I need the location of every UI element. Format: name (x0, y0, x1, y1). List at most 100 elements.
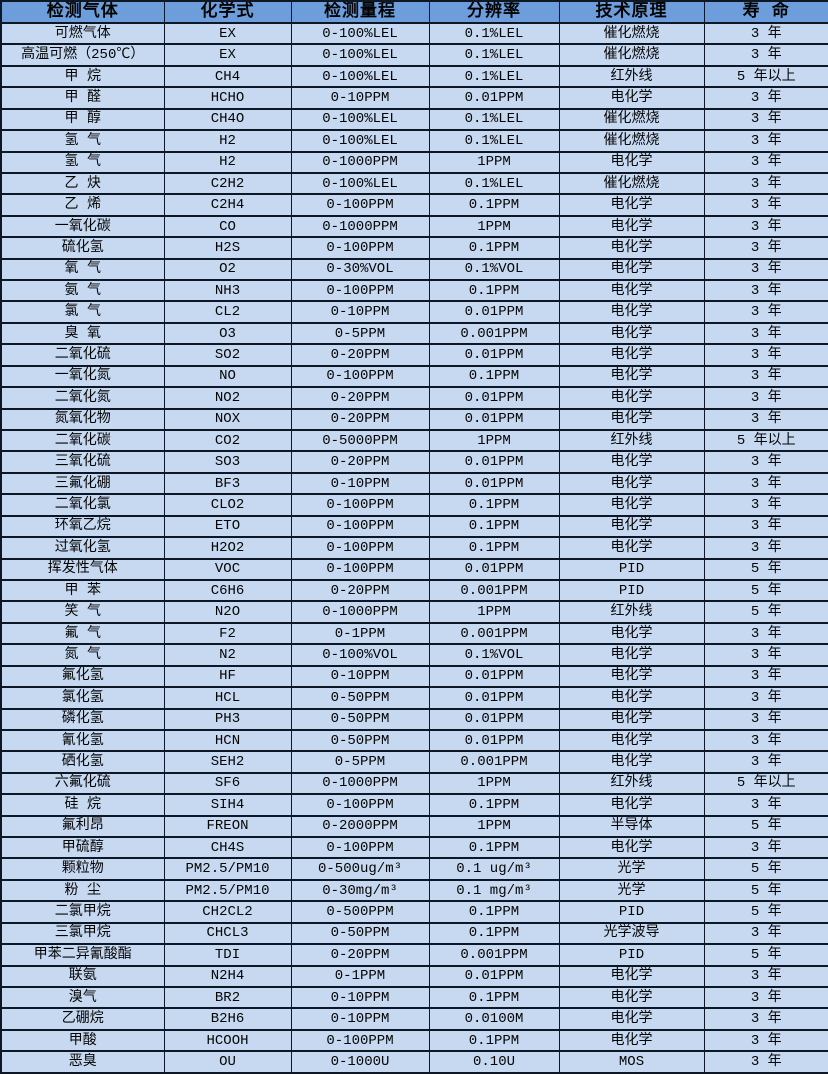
cell-gas: 二氧化硫 (0, 343, 165, 367)
cell-gas: 氯化氢 (0, 686, 165, 710)
cell-formula: HF (163, 664, 292, 689)
cell-formula: EX (163, 21, 292, 46)
table-row: 甲苯二异氰酸酯 TDI 0-20PPM 0.001PPM PID 5 年 (0, 943, 828, 967)
cell-formula: CO2 (163, 428, 292, 453)
cell-principle: 催化燃烧 (558, 21, 705, 46)
cell-lifespan: 3 年 (703, 257, 828, 282)
column-header-lifespan: 寿 命 (703, 0, 828, 24)
cell-principle: 催化燃烧 (558, 171, 705, 196)
cell-resolution: 0.01PPM (428, 300, 560, 324)
cell-gas: 硒化氢 (0, 750, 165, 774)
cell-lifespan: 5 年以上 (703, 771, 828, 796)
cell-formula: SO3 (163, 450, 292, 474)
cell-resolution: 0.001PPM (428, 621, 560, 646)
cell-gas: 氮氧化物 (0, 407, 165, 432)
table-row: 甲 醛 HCHO 0-10PPM 0.01PPM 电化学 3 年 (0, 86, 828, 110)
cell-gas: 三氟化硼 (0, 471, 165, 496)
table-row: 氢 气 H2 0-100%LEL 0.1%LEL 催化燃烧 3 年 (0, 129, 828, 153)
cell-range: 0-100PPM (290, 557, 430, 581)
cell-gas: 一氧化碳 (0, 214, 165, 239)
cell-formula: H2O2 (163, 536, 292, 560)
cell-range: 0-10PPM (290, 300, 430, 324)
cell-lifespan: 3 年 (703, 407, 828, 432)
cell-principle: PID (558, 557, 705, 581)
cell-principle: 电化学 (558, 364, 705, 389)
cell-gas: 联氨 (0, 964, 165, 989)
table-row: 三氯甲烷 CHCL3 0-50PPM 0.1PPM 光学波导 3 年 (0, 921, 828, 946)
table-row: 乙 烯 C2H4 0-100PPM 0.1PPM 电化学 3 年 (0, 193, 828, 217)
table-row: 挥发性气体 VOC 0-100PPM 0.01PPM PID 5 年 (0, 557, 828, 581)
column-header-resolution: 分辨率 (428, 0, 560, 24)
cell-resolution: 0.1PPM (428, 1028, 560, 1053)
table-row: 颗粒物 PM2.5/PM10 0-500ug/m³ 0.1 ug/m³ 光学 5 年 (0, 857, 828, 881)
cell-formula: SO2 (163, 343, 292, 367)
cell-formula: F2 (163, 621, 292, 646)
cell-gas: 氢 气 (0, 129, 165, 153)
cell-resolution: 0.1%LEL (428, 107, 560, 132)
cell-range: 0-20PPM (290, 386, 430, 410)
column-header-formula: 化学式 (163, 0, 292, 24)
cell-lifespan: 5 年 (703, 857, 828, 881)
cell-lifespan: 3 年 (703, 985, 828, 1010)
cell-principle: 电化学 (558, 407, 705, 432)
cell-range: 0-1000PPM (290, 600, 430, 624)
cell-formula: HCOOH (163, 1028, 292, 1053)
table-row: 乙 炔 C2H2 0-100%LEL 0.1%LEL 催化燃烧 3 年 (0, 171, 828, 196)
cell-principle: PID (558, 578, 705, 603)
cell-formula: C2H4 (163, 193, 292, 217)
cell-lifespan: 3 年 (703, 236, 828, 260)
cell-gas: 二氧化氮 (0, 386, 165, 410)
table-row: 三氧化硫 SO3 0-20PPM 0.01PPM 电化学 3 年 (0, 450, 828, 474)
cell-resolution: 0.01PPM (428, 728, 560, 753)
table-row: 溴气 BR2 0-10PPM 0.1PPM 电化学 3 年 (0, 985, 828, 1010)
cell-range: 0-100%LEL (290, 64, 430, 89)
cell-range: 0-10PPM (290, 985, 430, 1010)
cell-resolution: 0.01PPM (428, 557, 560, 581)
cell-resolution: 0.1%VOL (428, 257, 560, 282)
cell-formula: CL2 (163, 300, 292, 324)
cell-lifespan: 3 年 (703, 193, 828, 217)
cell-resolution: 0.01PPM (428, 471, 560, 496)
cell-range: 0-10PPM (290, 86, 430, 110)
cell-principle: 电化学 (558, 86, 705, 110)
cell-range: 0-100%LEL (290, 107, 430, 132)
cell-lifespan: 5 年 (703, 557, 828, 581)
cell-lifespan: 3 年 (703, 171, 828, 196)
cell-range: 0-500PPM (290, 900, 430, 924)
cell-resolution: 0.1%LEL (428, 64, 560, 89)
cell-gas: 过氧化氢 (0, 536, 165, 560)
table-row: 氟 气 F2 0-1PPM 0.001PPM 电化学 3 年 (0, 621, 828, 646)
cell-principle: 半导体 (558, 814, 705, 839)
table-row: 乙硼烷 B2H6 0-10PPM 0.0100M 电化学 3 年 (0, 1007, 828, 1031)
cell-range: 0-1PPM (290, 621, 430, 646)
cell-gas: 二氧化碳 (0, 428, 165, 453)
cell-formula: SEH2 (163, 750, 292, 774)
table-row: 一氧化碳 CO 0-1000PPM 1PPM 电化学 3 年 (0, 214, 828, 239)
cell-gas: 甲 苯 (0, 578, 165, 603)
cell-principle: 电化学 (558, 750, 705, 774)
cell-formula: PM2.5/PM10 (163, 857, 292, 881)
cell-lifespan: 5 年 (703, 900, 828, 924)
cell-formula: HCHO (163, 86, 292, 110)
cell-gas: 二氯甲烷 (0, 900, 165, 924)
cell-gas: 乙 烯 (0, 193, 165, 217)
cell-principle: 电化学 (558, 150, 705, 174)
cell-gas: 可燃气体 (0, 21, 165, 46)
table-row: 氰化氢 HCN 0-50PPM 0.01PPM 电化学 3 年 (0, 728, 828, 753)
cell-principle: 电化学 (558, 450, 705, 474)
cell-range: 0-1000U (290, 1050, 430, 1074)
cell-gas: 甲苯二异氰酸酯 (0, 943, 165, 967)
cell-principle: 电化学 (558, 300, 705, 324)
table-header: 检测气体 化学式 检测量程 分辨率 技术原理 寿 命 (0, 0, 828, 24)
table-row: 粉 尘 PM2.5/PM10 0-30mg/m³ 0.1 mg/m³ 光学 5 年 (0, 878, 828, 903)
cell-principle: PID (558, 943, 705, 967)
cell-formula: SF6 (163, 771, 292, 796)
cell-range: 0-100PPM (290, 364, 430, 389)
cell-lifespan: 5 年 (703, 600, 828, 624)
cell-gas: 氢 气 (0, 150, 165, 174)
cell-resolution: 0.001PPM (428, 943, 560, 967)
cell-gas: 一氧化氮 (0, 364, 165, 389)
table-row: 六氟化硫 SF6 0-1000PPM 1PPM 红外线 5 年以上 (0, 771, 828, 796)
cell-formula: N2 (163, 643, 292, 667)
